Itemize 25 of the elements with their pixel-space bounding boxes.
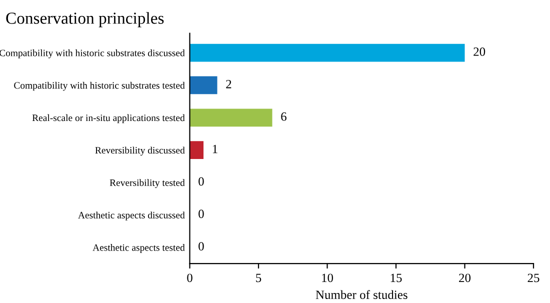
- x-tick-label: 25: [528, 274, 540, 282]
- data-label: 2: [226, 80, 232, 88]
- data-label: 6: [281, 112, 286, 121]
- x-tick-label: 10: [322, 274, 334, 282]
- y-tick-label: Compatibility with historic substrates tested: [14, 82, 185, 91]
- y-tick-label: Reversibility tested: [110, 179, 185, 188]
- y-tick-label: Aesthetic aspects tested: [92, 244, 185, 253]
- data-label: 0: [198, 177, 204, 186]
- x-tick-label: 0: [187, 274, 192, 282]
- bar: [190, 108, 272, 127]
- data-label: 20: [474, 47, 486, 56]
- x-axis-title: Number of studies: [316, 290, 408, 300]
- x-tick-label: 15: [390, 274, 402, 282]
- data-label: 0: [198, 242, 204, 251]
- bar: [190, 44, 465, 62]
- x-tick-label: 20: [459, 274, 471, 282]
- y-tick-label: Aesthetic aspects discussed: [78, 212, 185, 220]
- data-label: 0: [198, 210, 204, 218]
- bar: [190, 76, 218, 94]
- x-tick-label: 5: [256, 274, 262, 282]
- y-tick-label: Reversibility discussed: [95, 146, 185, 156]
- chart-title: Conservation principles: [6, 12, 164, 28]
- y-tick-label: Real-scale or in-situ applications tested: [32, 114, 185, 124]
- bar: [190, 141, 204, 160]
- data-label: 1: [212, 144, 218, 154]
